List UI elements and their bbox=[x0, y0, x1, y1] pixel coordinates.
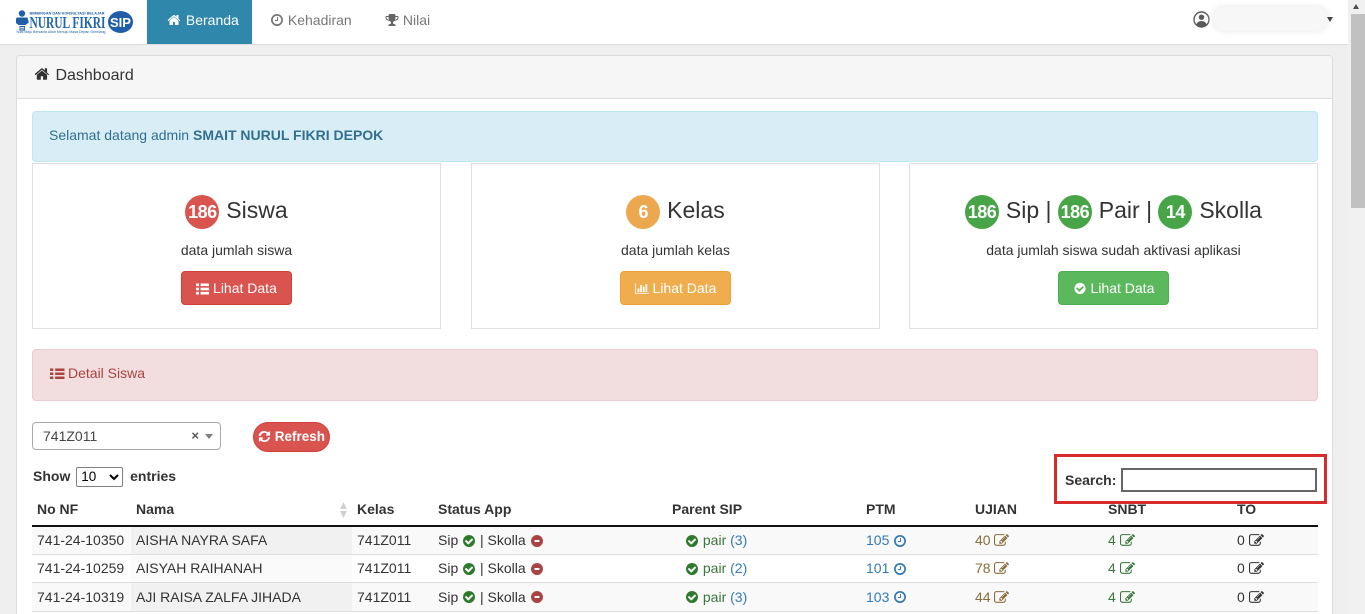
svg-text:NURUL FIKRI: NURUL FIKRI bbox=[30, 13, 106, 32]
svg-text:BIMBINGAN DAN KONSULTASI BELAJ: BIMBINGAN DAN KONSULTASI BELAJAR bbox=[30, 11, 105, 15]
svg-text:SIP: SIP bbox=[110, 16, 131, 30]
svg-text:Nilai Maju Bersama Allah Menuj: Nilai Maju Bersama Allah Menuju Masa Dep… bbox=[17, 30, 106, 34]
